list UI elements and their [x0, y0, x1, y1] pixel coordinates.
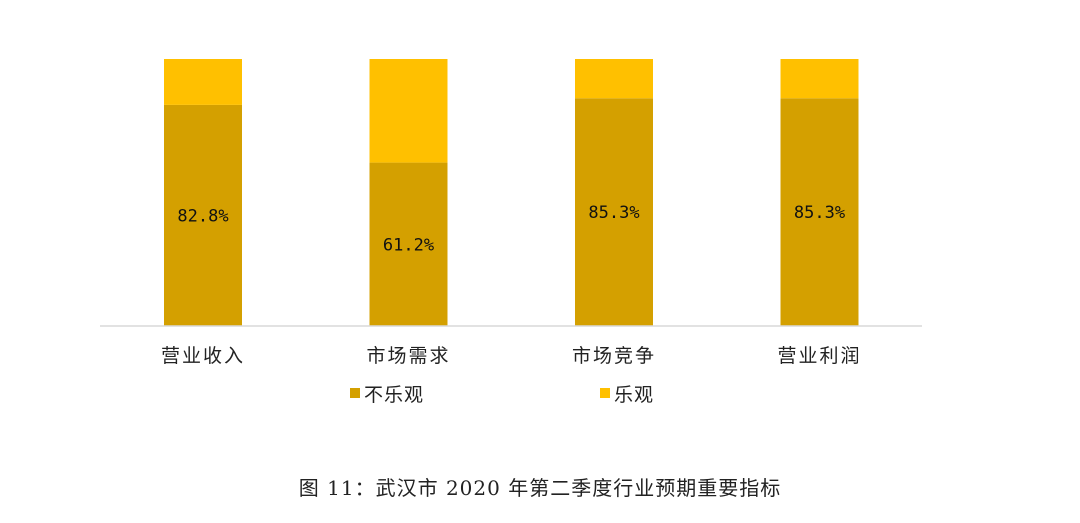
data-label-3: 85.3%	[794, 203, 845, 223]
bar-segment-optimistic-3	[780, 59, 859, 99]
bar-segment-pessimistic-2	[575, 98, 653, 327]
bar-segment-optimistic-1	[369, 59, 448, 163]
data-label-group: 82.8% 61.2% 85.3% 85.3%	[177, 203, 845, 255]
bar-segment-pessimistic-1	[369, 162, 448, 326]
x-tick-label-3: 营业利润	[777, 345, 861, 367]
data-label-1: 61.2%	[383, 235, 434, 255]
data-label-0: 82.8%	[177, 206, 228, 226]
bar-segment-optimistic-0	[164, 59, 242, 105]
x-tick-label-0: 营业收入	[161, 345, 245, 367]
stacked-bar-chart: 82.8% 61.2% 85.3% 85.3% 营业收入 市场需求 市场竞争 营业利润	[100, 59, 922, 367]
bar-segment-optimistic-2	[575, 59, 653, 99]
bar-segment-pessimistic-0	[164, 104, 242, 326]
legend: 不乐观 乐观	[0, 380, 1080, 406]
data-label-2: 85.3%	[588, 203, 639, 223]
legend-label-pessimistic: 不乐观	[364, 383, 425, 406]
legend-swatch-optimistic	[600, 388, 610, 398]
bar-group	[164, 59, 859, 327]
x-tick-label-1: 市场需求	[366, 345, 450, 367]
x-tick-label-2: 市场竞争	[572, 345, 656, 367]
legend-swatch-pessimistic	[350, 388, 360, 398]
x-tick-label-group: 营业收入 市场需求 市场竞争 营业利润	[161, 345, 861, 367]
legend-label-optimistic: 乐观	[614, 383, 655, 406]
legend-item-optimistic: 乐观	[600, 380, 654, 406]
figure-caption: 图 11：武汉市 2020 年第二季度行业预期重要指标	[298, 476, 782, 500]
bar-segment-pessimistic-3	[780, 98, 859, 327]
legend-item-pessimistic: 不乐观	[350, 380, 424, 406]
